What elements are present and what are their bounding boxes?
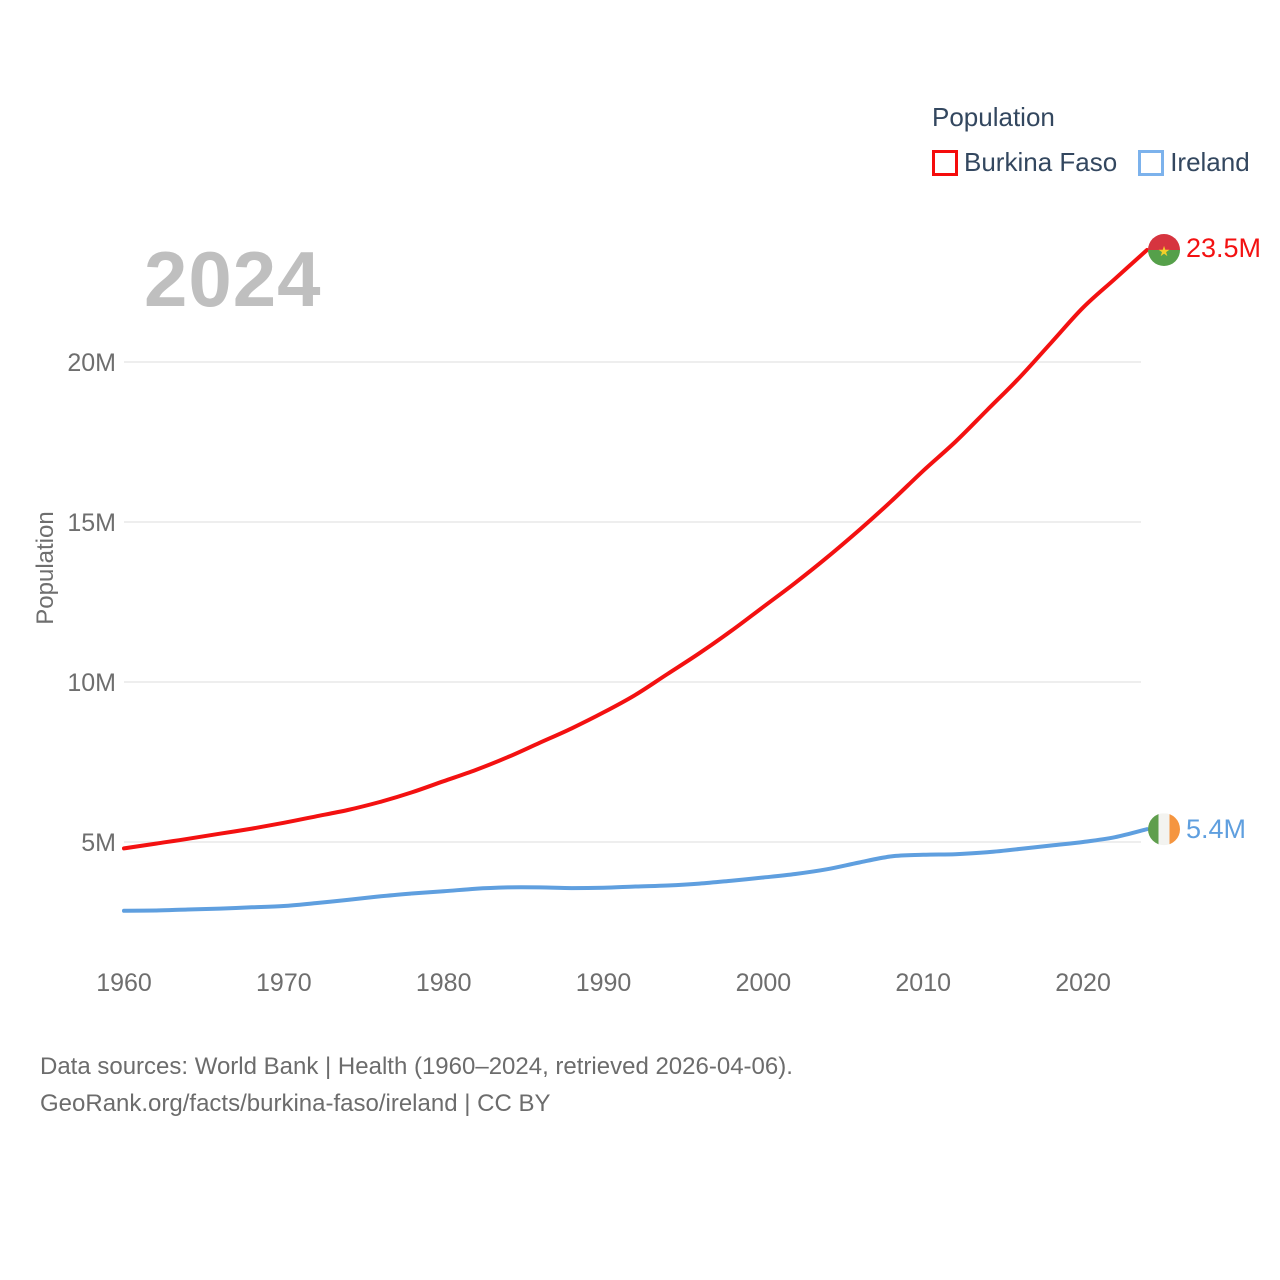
legend: Population Burkina Faso Ireland [932,102,1250,178]
series-line-burkina-faso [122,248,1149,851]
burkina-faso-flag-marker-icon: ★ [1148,234,1180,266]
x-tick-label-1980: 1980 [416,969,472,997]
ireland-flag-marker-icon [1148,813,1180,846]
legend-item-ireland[interactable]: Ireland [1138,147,1250,178]
legend-row: Burkina Faso Ireland [932,147,1250,178]
svg-text:★: ★ [1158,243,1171,259]
end-label-ireland: 5.4M [1186,814,1247,844]
end-label-burkina-faso: 23.5M [1186,233,1262,263]
footer-data-sources: Data sources: World Bank | Health (1960–… [40,1053,793,1080]
x-tick-label-2020: 2020 [1055,969,1111,997]
x-tick-label-2010: 2010 [895,969,951,997]
y-tick-label-15M: 15M [67,509,116,537]
legend-label-burkina-faso: Burkina Faso [964,147,1118,177]
y-tick-label-20M: 20M [67,349,116,377]
legend-item-burkina-faso[interactable]: Burkina Faso [932,147,1117,178]
x-tick-label-1970: 1970 [256,969,312,997]
burkina-faso-swatch-icon [932,149,958,176]
y-tick-label-10M: 10M [67,669,116,697]
legend-label-ireland: Ireland [1170,147,1250,177]
y-tick-label-5M: 5M [81,829,116,857]
footer: Data sources: World Bank | Health (1960–… [40,1048,793,1122]
x-tick-label-1960: 1960 [96,969,152,997]
series-line-ireland [122,827,1149,913]
ireland-swatch-icon [1138,149,1165,176]
y-axis-title: Population [32,511,59,625]
year-watermark: 2024 [144,235,322,323]
legend-title: Population [932,102,1055,132]
x-tick-label-2000: 2000 [736,969,792,997]
footer-attribution: GeoRank.org/facts/burkina-faso/ireland |… [40,1090,551,1117]
x-tick-label-1990: 1990 [576,969,632,997]
